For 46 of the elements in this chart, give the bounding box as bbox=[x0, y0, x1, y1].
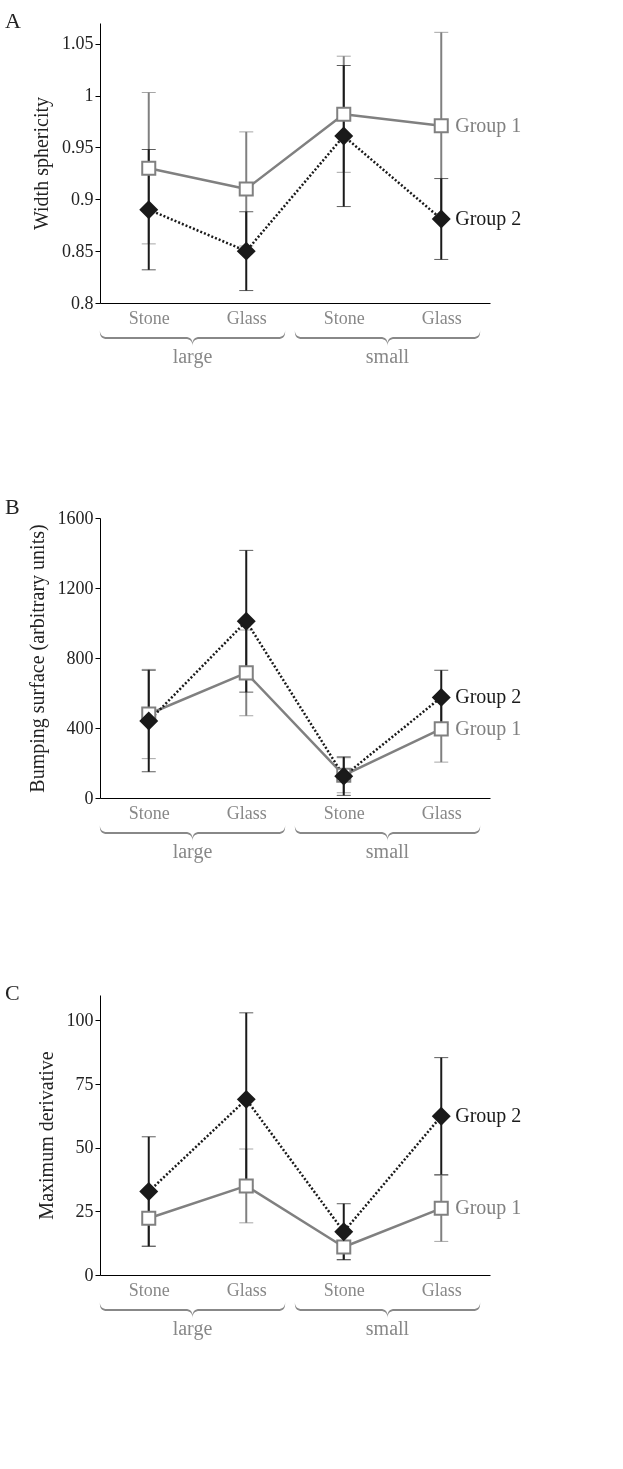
x-tick-label: Glass bbox=[226, 1279, 267, 1300]
series-label: Group 1 bbox=[455, 113, 522, 137]
chart-title: C bbox=[5, 980, 20, 1005]
x-tick-label: Stone bbox=[128, 307, 170, 328]
x-tick-label: Glass bbox=[226, 802, 267, 823]
text: large bbox=[172, 1317, 213, 1340]
text: large bbox=[172, 345, 213, 368]
y-tick-label: 0.95 bbox=[62, 136, 94, 157]
series-label: Group 2 bbox=[455, 1104, 522, 1128]
y-tick-label: 0 bbox=[84, 1264, 94, 1285]
y-tick-label: 1600 bbox=[57, 507, 94, 528]
x-tick-label: Glass bbox=[226, 307, 267, 328]
y-tick-label: 75 bbox=[75, 1073, 94, 1094]
chart-title: A bbox=[5, 8, 21, 33]
chart-title: B bbox=[5, 494, 20, 519]
x-tick-label: Glass bbox=[421, 307, 462, 328]
x-tick-label: Stone bbox=[128, 1279, 170, 1300]
text: small bbox=[365, 840, 410, 862]
series-label: Group 1 bbox=[455, 1196, 522, 1220]
y-tick-label: 0.8 bbox=[71, 292, 94, 313]
y-axis-title: Bumping surface (arbitrary units) bbox=[25, 524, 49, 793]
x-tick-label: Stone bbox=[128, 802, 170, 823]
text: small bbox=[365, 1317, 410, 1339]
y-tick-label: 1.05 bbox=[62, 33, 94, 54]
y-tick-label: 0.9 bbox=[71, 188, 94, 209]
x-tick-label: Glass bbox=[421, 802, 462, 823]
x-tick-label: Stone bbox=[323, 802, 365, 823]
y-tick-label: 1 bbox=[84, 85, 94, 106]
x-tick-label: Glass bbox=[421, 1279, 462, 1300]
series-label: Group 2 bbox=[455, 207, 522, 230]
y-tick-label: 1200 bbox=[57, 577, 94, 598]
x-tick-label: Stone bbox=[323, 1279, 365, 1300]
y-tick-label: 0.85 bbox=[62, 240, 94, 261]
y-axis-title: Width sphericity bbox=[30, 96, 53, 231]
series-label: Group 2 bbox=[455, 685, 522, 709]
y-axis-title: Maximum derivative bbox=[34, 1051, 57, 1220]
y-tick-label: 800 bbox=[66, 647, 94, 668]
y-tick-label: 25 bbox=[75, 1200, 94, 1221]
series-label: Group 1 bbox=[455, 716, 522, 740]
y-tick-label: 100 bbox=[66, 1009, 94, 1030]
x-tick-label: Stone bbox=[323, 307, 365, 328]
text: small bbox=[365, 345, 410, 367]
text: large bbox=[172, 840, 213, 863]
y-tick-label: 50 bbox=[75, 1137, 94, 1158]
y-tick-label: 400 bbox=[66, 717, 94, 738]
y-tick-label: 0 bbox=[84, 787, 94, 808]
